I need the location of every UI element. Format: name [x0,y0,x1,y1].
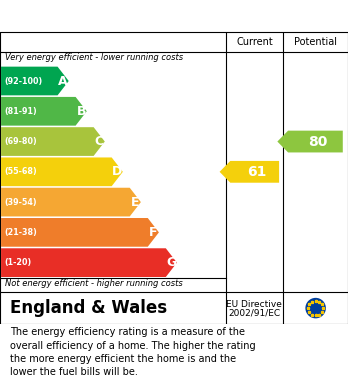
Ellipse shape [306,298,326,318]
Polygon shape [1,188,141,217]
Text: Potential: Potential [294,37,337,47]
Text: 2002/91/EC: 2002/91/EC [228,308,280,317]
FancyBboxPatch shape [0,292,348,324]
Text: B: B [77,105,86,118]
Text: (1-20): (1-20) [5,258,32,267]
Text: G: G [166,256,176,269]
Text: (21-38): (21-38) [5,228,38,237]
Text: (92-100): (92-100) [5,77,43,86]
Polygon shape [1,248,177,277]
Polygon shape [1,127,105,156]
Text: E: E [131,196,140,208]
Polygon shape [1,66,69,95]
Polygon shape [220,161,279,183]
Text: C: C [95,135,104,148]
Polygon shape [1,218,159,247]
Text: Very energy efficient - lower running costs: Very energy efficient - lower running co… [5,53,183,62]
Text: EU Directive: EU Directive [227,300,282,309]
Text: (81-91): (81-91) [5,107,38,116]
Text: A: A [58,75,68,88]
Text: (69-80): (69-80) [5,137,38,146]
Polygon shape [1,97,87,126]
Text: D: D [112,165,122,178]
Text: 80: 80 [308,135,327,149]
Polygon shape [277,131,343,152]
Text: (55-68): (55-68) [5,167,38,176]
Text: The energy efficiency rating is a measure of the
overall efficiency of a home. T: The energy efficiency rating is a measur… [10,328,256,377]
Text: Energy Efficiency Rating: Energy Efficiency Rating [10,10,231,25]
Text: F: F [149,226,158,239]
Polygon shape [1,158,123,186]
Text: 61: 61 [247,165,266,179]
Text: Current: Current [236,37,273,47]
Text: England & Wales: England & Wales [10,299,168,317]
Text: Not energy efficient - higher running costs: Not energy efficient - higher running co… [5,279,183,288]
Text: (39-54): (39-54) [5,197,38,206]
